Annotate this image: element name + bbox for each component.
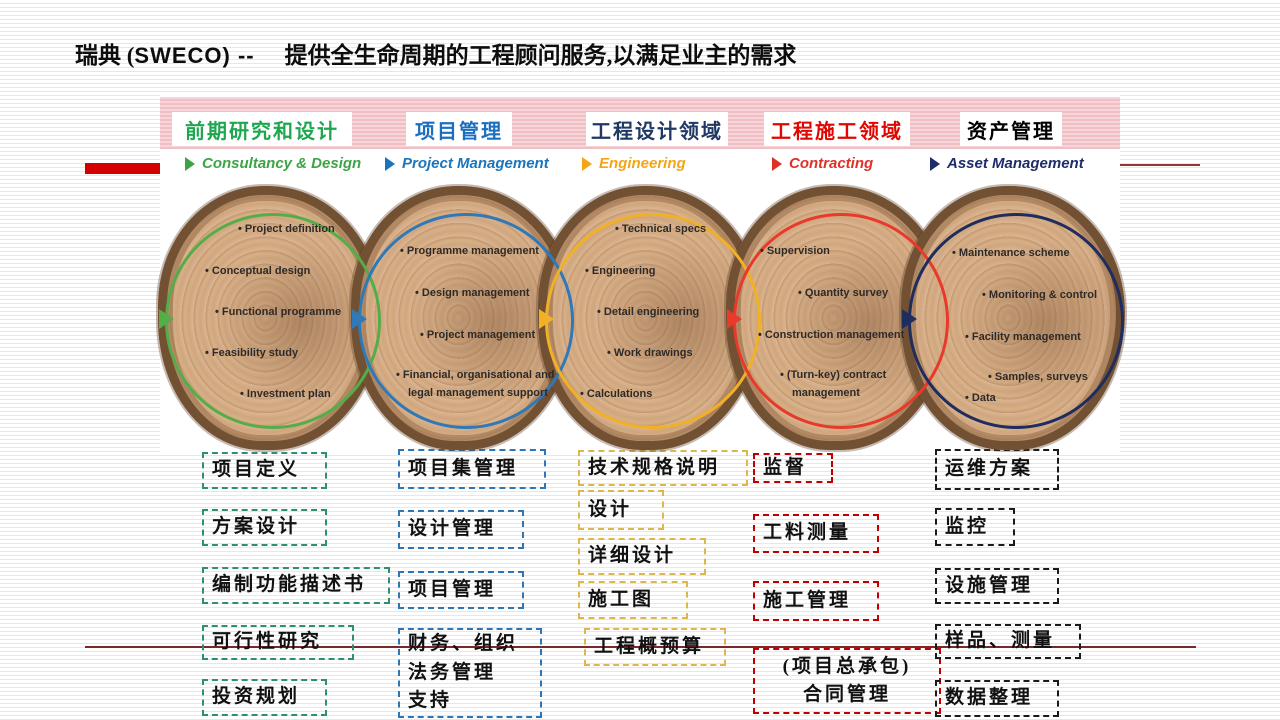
translation-box: (项目总承包) 合同管理 [753, 648, 941, 714]
bullet-item: Financial, organisational and legal mana… [396, 367, 555, 402]
phase-label-text: Engineering [599, 155, 686, 172]
bullet-item: Project definition [238, 221, 335, 239]
translation-box: 监督 [753, 453, 833, 483]
slide-title: 瑞典 (SWECO) -- 提供全生命周期的工程顾问服务,以满足业主的需求 [75, 36, 796, 70]
translation-box: 样品、测量 [935, 624, 1081, 659]
category-project-management: 项目管理 [406, 112, 512, 146]
bullet-item: Feasibility study [205, 345, 298, 363]
phase-label-text: Contracting [789, 155, 874, 172]
bullet-item: Functional programme [215, 304, 341, 322]
arrow-icon [930, 156, 940, 171]
translation-box: 编制功能描述书 [202, 567, 390, 604]
phase-label-text: Consultancy & Design [202, 155, 362, 172]
translation-box: 项目集管理 [398, 449, 546, 489]
bullet-item: Construction management [758, 327, 904, 345]
bottom-divider-line [85, 646, 1196, 648]
phase-label-engineering: Engineering [582, 155, 686, 172]
arrow-icon [582, 156, 592, 171]
translation-box: 方案设计 [202, 509, 327, 546]
bullet-item: Data [965, 390, 1001, 408]
category-consultancy-design: 前期研究和设计 [172, 112, 352, 146]
bullet-item: Quantity survey [798, 285, 888, 303]
category-contracting: 工程施工领域 [764, 112, 910, 146]
bullet-item: Monitoring & control [982, 287, 1097, 305]
title-main: 提供全生命周期的工程顾问服务,以满足业主的需求 [284, 43, 797, 68]
bullet-item: Work drawings [607, 345, 693, 363]
bullet-item: Project management [420, 327, 535, 345]
diagram-panel: 前期研究和设计 项目管理 工程设计领域 工程施工领域 资产管理 Consulta… [158, 93, 1125, 455]
translation-box: 工程概预算 [584, 628, 726, 666]
bullet-item: (Turn-key) contract management [780, 367, 886, 402]
translation-box: 投资规划 [202, 679, 327, 716]
translation-box: 施工图 [578, 581, 688, 619]
translation-box: 施工管理 [753, 581, 879, 621]
phase-label-project-management: Project Management [385, 155, 549, 172]
category-banner: 前期研究和设计 项目管理 工程设计领域 工程施工领域 资产管理 [160, 97, 1120, 149]
translation-box: 数据整理 [935, 680, 1059, 717]
phase-label-contracting: Contracting [772, 155, 873, 172]
translation-box: 财务、组织 法务管理 支持 [398, 628, 542, 718]
title-prefix: 瑞典 ( [75, 43, 135, 68]
ring-arrow-icon-4 [727, 309, 742, 329]
translation-box: 设计 [578, 490, 664, 530]
translation-box: 详细设计 [578, 538, 706, 575]
translation-box: 设施管理 [935, 568, 1059, 604]
bullet-item: Detail engineering [597, 304, 699, 322]
arrow-icon [185, 156, 195, 171]
bullet-item: Calculations [580, 386, 657, 404]
translation-box: 工料测量 [753, 514, 879, 553]
bullet-item: Conceptual design [205, 263, 310, 281]
right-divider-line [1120, 164, 1200, 166]
phase-label-asset-management: Asset Management [930, 155, 1084, 172]
ring-arrow-icon-5 [902, 309, 917, 329]
translation-box: 运维方案 [935, 449, 1059, 490]
phase-label-consultancy-design: Consultancy & Design [185, 155, 361, 172]
bullet-item: Supervision [760, 243, 835, 261]
ring-arrow-icon-2 [352, 309, 367, 329]
translation-box: 项目定义 [202, 452, 327, 489]
bullet-item: Investment plan [240, 386, 331, 404]
phase-label-text: Project Management [402, 155, 549, 172]
translation-box: 技术规格说明 [578, 450, 748, 486]
arrow-icon [772, 156, 782, 171]
arrow-icon [385, 156, 395, 171]
title-brand: SWECO) -- [134, 43, 255, 68]
category-asset-management: 资产管理 [960, 112, 1062, 146]
ring-arrow-icon-3 [539, 309, 554, 329]
bullet-item: Technical specs [615, 221, 706, 239]
red-accent-bar [85, 163, 160, 174]
bullet-item: Engineering [585, 263, 661, 281]
category-engineering: 工程设计领域 [586, 112, 728, 146]
translation-box: 设计管理 [398, 510, 524, 549]
ring-arrow-icon-1 [159, 309, 174, 329]
translation-box: 可行性研究 [202, 625, 354, 660]
bullet-item: Programme management [400, 243, 539, 261]
bullet-item: Maintenance scheme [952, 245, 1070, 263]
phase-label-text: Asset Management [947, 155, 1084, 172]
translation-box: 项目管理 [398, 571, 524, 609]
translation-box: 监控 [935, 508, 1015, 546]
bullet-item: Facility management [965, 329, 1081, 347]
bullet-item: Samples, surveys [988, 369, 1088, 387]
bullet-item: Design management [415, 285, 530, 303]
